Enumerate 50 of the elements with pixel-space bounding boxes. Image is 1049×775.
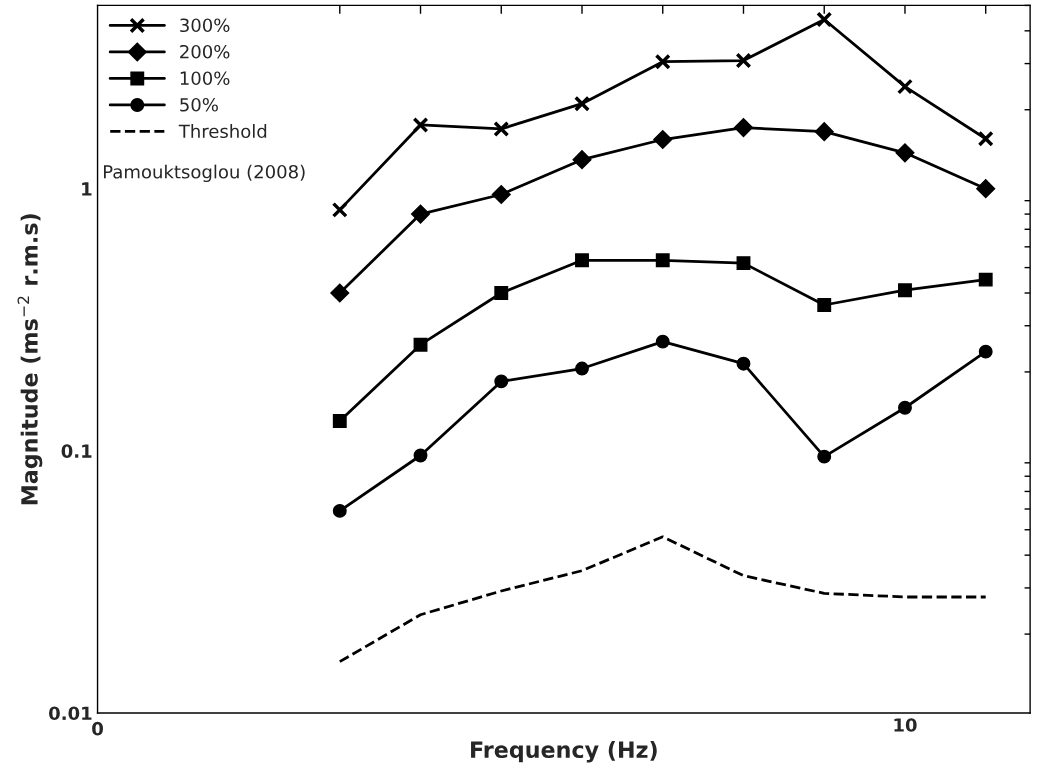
x-tick-label: 10 (894, 718, 917, 732)
point (976, 179, 996, 199)
point (736, 256, 751, 271)
legend-label: 200% (180, 44, 230, 59)
y-tick-label: 1 (82, 182, 92, 196)
point (978, 344, 993, 359)
y-axis-title: Magnitude (ms$^{−2}$ r.m.s) (17, 214, 43, 505)
point (655, 334, 670, 349)
point (413, 337, 428, 352)
point (413, 448, 428, 463)
text: 0 (92, 721, 103, 736)
point (572, 150, 592, 170)
point (575, 253, 589, 268)
point (733, 118, 754, 138)
point (332, 414, 347, 428)
point (896, 78, 913, 95)
y-tick-label: 0.01 (49, 706, 92, 721)
point (817, 449, 832, 464)
point (978, 272, 993, 287)
point (814, 122, 834, 142)
point (895, 143, 915, 163)
point (654, 53, 671, 70)
y-tick-label: 0.1 (61, 444, 92, 458)
point (898, 400, 912, 415)
point (574, 95, 590, 112)
legend-label: 100% (180, 71, 230, 86)
point (493, 120, 510, 137)
point (494, 286, 509, 300)
point (977, 130, 994, 147)
legend-label: Threshold (178, 124, 267, 139)
point (410, 204, 431, 224)
line-series (338, 535, 988, 664)
point (655, 253, 670, 268)
point (653, 129, 673, 150)
point (494, 374, 509, 389)
point (575, 361, 589, 376)
point (736, 356, 751, 371)
point (491, 184, 511, 205)
point (817, 298, 832, 312)
point (412, 116, 429, 133)
point (898, 283, 912, 298)
legend-label: 50% (180, 97, 218, 112)
x-axis-title: Frequency (Hz) (471, 740, 657, 763)
point (331, 201, 348, 218)
point (330, 283, 350, 303)
point (735, 52, 752, 69)
legend-label: 300% (180, 18, 230, 33)
point (332, 503, 347, 518)
point (816, 11, 833, 28)
annotation: Pamouktsoglou (2008) (103, 164, 305, 183)
